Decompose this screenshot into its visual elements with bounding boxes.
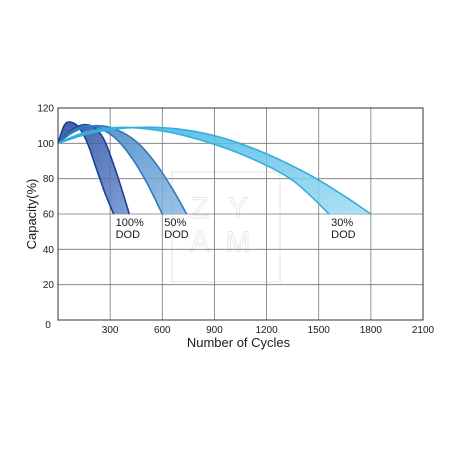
x-tick-label: 1800 [360, 325, 383, 336]
y-tick-label: 20 [43, 280, 55, 291]
watermark-letter: A [190, 226, 210, 259]
x-tick-label: 1500 [308, 325, 331, 336]
dod-label: 50% DOD [164, 217, 189, 241]
y-tick-label: 120 [37, 104, 54, 115]
watermark-letter: M [226, 226, 251, 259]
watermark: Z YA M [171, 171, 281, 283]
origin-label: 0 [45, 320, 51, 331]
dod-band [58, 122, 130, 214]
x-tick-labels: 300 600 900 1200 1500 1800 2100 [102, 325, 435, 336]
y-tick-label: 40 [43, 245, 55, 256]
watermark-letter: Y [228, 192, 248, 225]
y-tick-labels: 20 40 60 80 100 120 [37, 104, 54, 292]
dod-curve-lower [57, 126, 372, 215]
dod-label: 30% DOD [331, 217, 356, 241]
y-tick-label: 80 [43, 174, 55, 185]
dod-curve-upper [57, 126, 330, 215]
x-tick-label: 600 [154, 325, 171, 336]
dod-label: 100% DOD [116, 217, 144, 241]
plot-frame [57, 107, 424, 321]
dod-label-line: 30% [331, 217, 353, 229]
dod-curve-lower [57, 123, 131, 215]
dod-label-line: DOD [331, 229, 356, 241]
y-axis-title: Capacity(%) [24, 179, 39, 250]
dod-label-line: 100% [116, 217, 144, 229]
dod-band [58, 125, 187, 214]
dod-curve-upper [57, 124, 164, 215]
dod-label-line: 50% [164, 217, 186, 229]
watermark-letter: Z [191, 192, 209, 225]
dod-band [58, 127, 371, 214]
dod-curve-lower [57, 124, 188, 215]
y-tick-label: 60 [43, 210, 55, 221]
x-tick-label: 2100 [412, 325, 435, 336]
x-tick-label: 900 [206, 325, 223, 336]
dod-curves [57, 121, 372, 215]
dod-label-line: DOD [116, 229, 141, 241]
x-tick-label: 1200 [255, 325, 278, 336]
dod-label-line: DOD [164, 229, 189, 241]
y-tick-label: 100 [37, 139, 54, 150]
x-tick-label: 300 [102, 325, 119, 336]
x-axis-title: Number of Cycles [187, 335, 291, 350]
watermark-box [171, 171, 281, 283]
